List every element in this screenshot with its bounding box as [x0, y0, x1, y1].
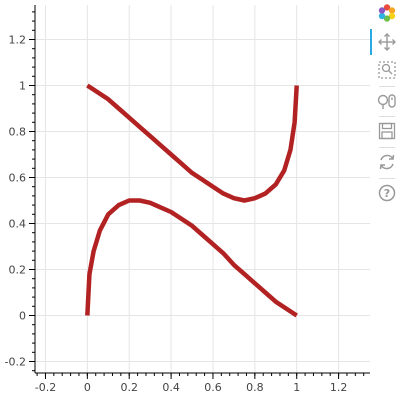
x-tick-label: 0.8 — [246, 381, 264, 394]
toolbar: ? — [370, 0, 400, 220]
series-layer — [85, 83, 299, 318]
box-zoom-icon[interactable] — [374, 57, 400, 83]
y-tick-label: 0.6 — [9, 172, 27, 185]
toolbar-separator — [379, 147, 395, 148]
bokeh-logo-icon[interactable] — [374, 0, 400, 26]
y-tick-label: 1 — [19, 80, 26, 93]
save-icon[interactable] — [374, 118, 400, 144]
series-line-1 — [85, 198, 298, 318]
active-tool-indicator — [370, 29, 372, 55]
y-tick-label: 0.2 — [9, 264, 27, 277]
toolbar-separator — [379, 116, 395, 117]
y-tick-label: 0.4 — [9, 218, 27, 231]
pan-icon[interactable] — [374, 29, 400, 55]
y-tick-label: 0.8 — [9, 126, 27, 139]
svg-text:?: ? — [384, 187, 390, 200]
axes: -0.2 0 0.2 0.4 0.6 0.8 1 1.2 -0.2 0 0.2 0.4 0.6 0.8 1 1… — [5, 5, 370, 394]
y-tick-label: -0.2 — [5, 356, 26, 369]
series-line-2 — [86, 83, 299, 203]
toolbar-separator — [379, 86, 395, 87]
y-tick-label: 0 — [19, 310, 26, 323]
x-tick-label: 0 — [84, 381, 91, 394]
reset-icon[interactable] — [374, 149, 400, 175]
x-tick-label: 0.6 — [204, 381, 222, 394]
x-tick-label: 1.2 — [330, 381, 348, 394]
x-tick-label: -0.2 — [35, 381, 56, 394]
y-tick-label: 1.2 — [9, 34, 27, 47]
help-icon[interactable]: ? — [374, 180, 400, 206]
wheel-zoom-icon[interactable] — [374, 88, 400, 114]
toolbar-separator — [379, 178, 395, 179]
x-tick-label: 0.2 — [120, 381, 138, 394]
x-tick-label: 0.4 — [162, 381, 180, 394]
x-tick-label: 1 — [293, 381, 300, 394]
